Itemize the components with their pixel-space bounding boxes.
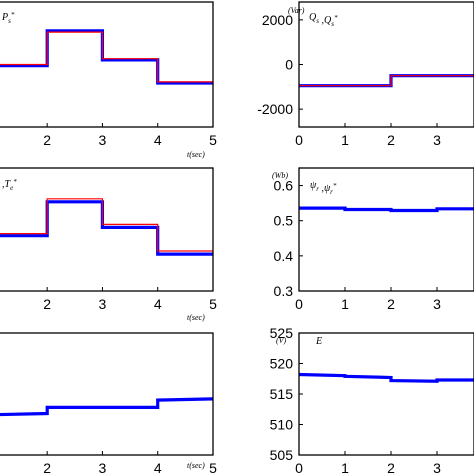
series-line-1 [299, 74, 474, 88]
x-tick-label: 0 [295, 132, 303, 148]
x-axis-label: t(sec) [187, 461, 205, 470]
x-tick-label: 3 [99, 132, 107, 148]
y-tick-label: 505 [270, 447, 294, 463]
series-line-2 [299, 75, 474, 87]
x-tick-label: 2 [387, 296, 395, 312]
x-tick-label: 0 [295, 460, 303, 474]
x-tick-label: 2 [43, 296, 51, 312]
series-line-1 [0, 29, 213, 85]
axes-frame [0, 167, 214, 292]
x-tick-label: 3 [99, 296, 107, 312]
axes-frame [298, 332, 474, 456]
panel-3: 12345,Te*t(sec) [0, 167, 217, 322]
x-tick-label: 5 [209, 296, 217, 312]
panel-5: 12345t(sec) [0, 332, 217, 474]
y-tick-label: -2000 [257, 101, 293, 117]
series-line-2 [0, 198, 213, 252]
x-tick-label: 4 [154, 132, 162, 148]
x-tick-label: 2 [43, 460, 51, 474]
series-line-1 [0, 397, 213, 417]
y-tick-label: 520 [270, 356, 294, 372]
series-label: Qs ,Qs* [309, 12, 338, 28]
panel-1: 12345Ps*t(sec) [0, 1, 217, 159]
axes-frame [0, 332, 214, 456]
x-tick-label: 2 [387, 132, 395, 148]
x-tick-label: 3 [433, 460, 441, 474]
x-tick-label: 2 [43, 132, 51, 148]
x-tick-label: 0 [295, 296, 303, 312]
y-tick-label: 0 [285, 57, 293, 73]
y-tick-label: 0.3 [274, 283, 294, 299]
x-tick-label: 1 [341, 296, 349, 312]
y-tick-label: 0.6 [274, 178, 294, 194]
series-line-2 [0, 31, 213, 83]
panel-4: 0 1 2 3 0.6 0.5 0.4 0.3 ψr ,ψr* (Wb) [272, 167, 474, 312]
x-tick-label: 3 [433, 132, 441, 148]
y-tick-label: 525 [270, 325, 294, 341]
panel-6: 0 1 2 3 525 520 515 510 505 E (V) [270, 325, 474, 474]
series-line-1 [299, 372, 474, 383]
y-tick-label: 0.4 [274, 248, 294, 264]
y-tick-label: 2000 [262, 12, 293, 28]
x-tick-label: 2 [387, 460, 395, 474]
unit-label: (Wb) [272, 171, 288, 180]
x-tick-label: 3 [99, 460, 107, 474]
axes-frame [0, 1, 214, 128]
unit-label: (Var) [288, 6, 305, 15]
y-tick-label: 510 [270, 417, 294, 433]
series-line-1 [0, 200, 213, 256]
x-axis-label: t(sec) [187, 150, 205, 159]
y-tick-label: 515 [270, 386, 294, 402]
x-tick-label: 1 [341, 460, 349, 474]
axes-frame [298, 167, 474, 292]
series-label: E [315, 336, 322, 347]
series-label: Ps* [1, 11, 15, 25]
x-tick-label: 4 [154, 460, 162, 474]
series-label: ,Te* [2, 178, 17, 192]
series-label: ψr ,ψr* [310, 180, 337, 196]
x-tick-label: 3 [433, 296, 441, 312]
x-axis-label: t(sec) [187, 313, 205, 322]
unit-label: (V) [276, 336, 287, 345]
series-line-1 [299, 206, 474, 213]
x-tick-label: 4 [154, 296, 162, 312]
x-tick-label: 1 [341, 132, 349, 148]
x-tick-label: 5 [209, 460, 217, 474]
x-tick-label: 5 [209, 132, 217, 148]
y-tick-label: 0.5 [274, 213, 294, 229]
